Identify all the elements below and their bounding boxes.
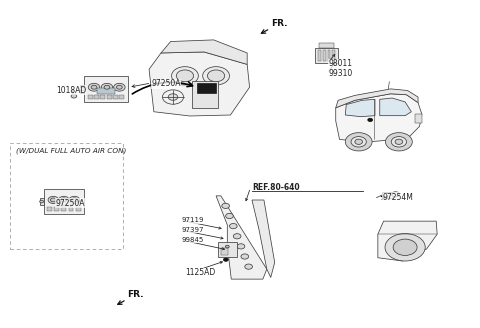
Circle shape [351, 136, 366, 147]
Circle shape [224, 258, 228, 261]
Bar [315, 48, 338, 63]
Bar [54, 207, 59, 211]
Circle shape [237, 244, 245, 249]
Polygon shape [380, 98, 411, 116]
Bar [382, 193, 393, 198]
Bar [323, 50, 325, 61]
Bar [415, 114, 422, 123]
Circle shape [71, 94, 77, 98]
Circle shape [391, 136, 407, 147]
Text: REF.80-640: REF.80-640 [252, 183, 300, 192]
Bar [10, 143, 123, 249]
Text: 97250A: 97250A [56, 199, 85, 208]
Text: 98011: 98011 [328, 59, 352, 68]
Polygon shape [378, 221, 437, 261]
Text: FR.: FR. [128, 290, 144, 299]
Circle shape [233, 234, 241, 239]
Bar [84, 76, 128, 102]
Text: 97397: 97397 [181, 227, 204, 233]
Circle shape [395, 139, 403, 144]
Circle shape [226, 245, 229, 248]
Circle shape [207, 70, 225, 82]
Bar [100, 95, 105, 99]
Circle shape [393, 239, 417, 256]
Bar [88, 95, 93, 99]
Circle shape [80, 87, 84, 91]
Circle shape [355, 139, 362, 144]
Polygon shape [80, 85, 84, 93]
Polygon shape [336, 94, 422, 142]
Polygon shape [40, 198, 44, 205]
Circle shape [91, 85, 97, 89]
Bar [47, 207, 52, 211]
Circle shape [72, 198, 77, 202]
Bar [192, 81, 218, 109]
Text: 1018AD: 1018AD [56, 86, 86, 95]
Circle shape [59, 196, 69, 203]
Bar [218, 242, 237, 257]
Circle shape [385, 133, 412, 151]
Circle shape [101, 83, 113, 91]
Bar [113, 95, 118, 99]
Circle shape [176, 70, 193, 82]
Circle shape [222, 203, 229, 209]
Polygon shape [149, 52, 250, 116]
Circle shape [226, 213, 233, 218]
Circle shape [69, 196, 80, 203]
Circle shape [171, 67, 198, 85]
Circle shape [114, 83, 125, 91]
Polygon shape [216, 196, 267, 279]
Circle shape [117, 85, 122, 89]
Circle shape [61, 198, 67, 202]
Bar [107, 95, 111, 99]
Text: 99845: 99845 [181, 237, 204, 243]
Bar [94, 95, 99, 99]
Circle shape [245, 264, 252, 269]
Bar [120, 95, 124, 99]
Circle shape [385, 234, 425, 261]
Bar [97, 88, 115, 94]
Bar [61, 207, 66, 211]
Bar [197, 83, 216, 93]
Polygon shape [345, 99, 375, 117]
Circle shape [88, 83, 100, 91]
Circle shape [168, 94, 178, 100]
Circle shape [104, 85, 110, 89]
Text: FR.: FR. [271, 19, 288, 28]
Polygon shape [336, 89, 418, 108]
Polygon shape [252, 200, 275, 277]
Polygon shape [161, 40, 247, 64]
Circle shape [229, 223, 237, 229]
Circle shape [203, 67, 229, 85]
Circle shape [368, 118, 372, 122]
Bar [319, 43, 334, 48]
Text: (W/DUAL FULL AUTO AIR CON): (W/DUAL FULL AUTO AIR CON) [16, 148, 126, 154]
Bar [56, 201, 72, 206]
Circle shape [241, 254, 249, 259]
Bar [327, 50, 330, 61]
Bar [69, 207, 73, 211]
Circle shape [392, 192, 399, 197]
Circle shape [40, 200, 44, 203]
Text: 99310: 99310 [328, 69, 353, 78]
Circle shape [345, 133, 372, 151]
Bar [44, 189, 84, 214]
Text: 1125AD: 1125AD [186, 268, 216, 277]
Text: 97250A: 97250A [152, 79, 181, 89]
Bar [221, 248, 228, 255]
Text: 97254M: 97254M [383, 193, 413, 202]
Bar [332, 50, 335, 61]
Bar [76, 207, 81, 211]
Circle shape [48, 196, 59, 203]
Bar [318, 50, 321, 61]
Text: 97119: 97119 [181, 217, 204, 223]
Circle shape [50, 198, 56, 202]
